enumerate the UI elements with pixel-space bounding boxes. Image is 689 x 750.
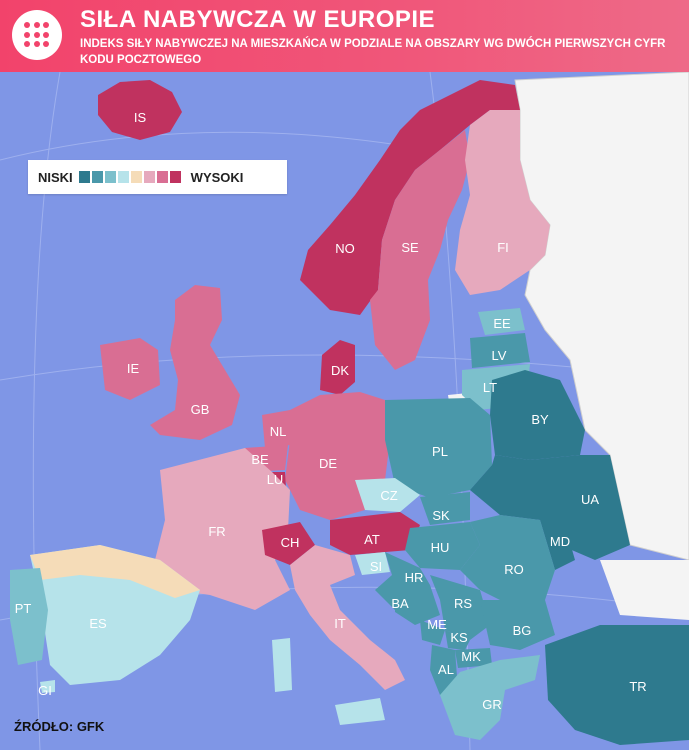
country-shape-is	[98, 80, 182, 140]
country-label-no: NO	[335, 241, 355, 256]
legend-high-label: WYSOKI	[190, 169, 244, 185]
country-shape-ba	[395, 585, 440, 625]
legend-swatch-4	[117, 171, 129, 183]
country-label-pt: PT	[15, 601, 32, 616]
country-shape-md	[540, 520, 575, 570]
country-shape-no	[300, 80, 520, 315]
country-label-nl: NL	[270, 424, 287, 439]
country-label-gi: GI	[38, 683, 52, 698]
country-label-al: AL	[438, 662, 454, 677]
source-note: ŹRÓDŁO: GFK	[14, 719, 105, 734]
country-label-ua: UA	[581, 492, 599, 507]
country-label-is: IS	[134, 110, 147, 125]
header-banner: SIŁA NABYWCZA W EUROPIE INDEKS SIŁY NABY…	[0, 0, 689, 72]
country-label-fr: FR	[208, 524, 225, 539]
country-label-at: AT	[364, 532, 380, 547]
country-shape-gb	[150, 285, 240, 440]
country-shape-bg	[480, 600, 555, 650]
country-shape-sk	[420, 492, 470, 525]
country-shape-cz	[355, 478, 420, 512]
country-shape-se	[370, 130, 470, 370]
country-label-se: SE	[401, 240, 419, 255]
caucasus-region	[600, 560, 689, 620]
country-label-dk: DK	[331, 363, 349, 378]
country-shape-fi	[455, 110, 550, 295]
country-shape-es-north	[30, 545, 200, 598]
country-shape-mk	[455, 648, 492, 668]
country-shape-ie	[100, 338, 160, 400]
country-shape-ks	[445, 630, 470, 650]
country-shape-dk	[320, 340, 355, 395]
country-label-lv: LV	[492, 348, 507, 363]
country-label-tr: TR	[629, 679, 646, 694]
country-shape-pl	[385, 398, 492, 498]
country-shape-hu	[405, 522, 480, 570]
color-legend: NISKI WYSOKI	[28, 160, 287, 194]
legend-swatch-5	[130, 171, 142, 183]
legend-swatch-1	[78, 171, 90, 183]
country-shape-gr	[440, 655, 540, 740]
country-shape-it-sicily	[335, 698, 385, 725]
country-shape-gi	[40, 680, 55, 693]
legend-swatch-8	[169, 171, 181, 183]
country-label-ro: RO	[504, 562, 524, 577]
country-label-ch: CH	[281, 535, 300, 550]
country-label-it: IT	[334, 616, 346, 631]
country-label-be: BE	[251, 452, 269, 467]
country-label-lu: LU	[267, 472, 284, 487]
country-label-lt: LT	[483, 380, 497, 395]
brand-logo-icon	[12, 10, 62, 60]
legend-swatch-3	[104, 171, 116, 183]
map-subtitle: INDEKS SIŁY NABYWCZEJ NA MIESZKAŃCA W PO…	[80, 38, 666, 66]
country-label-hr: HR	[405, 570, 424, 585]
country-shape-it-sardinia	[272, 638, 292, 692]
country-shape-me	[420, 620, 445, 645]
country-label-hu: HU	[431, 540, 450, 555]
country-label-es: ES	[89, 616, 107, 631]
country-shape-ee	[478, 308, 525, 335]
country-shape-it	[290, 545, 405, 690]
country-label-cz: CZ	[380, 488, 397, 503]
legend-swatch-6	[143, 171, 155, 183]
country-label-gb: GB	[191, 402, 210, 417]
country-label-ee: EE	[493, 316, 511, 331]
legend-swatch-2	[91, 171, 103, 183]
country-label-sk: SK	[432, 508, 450, 523]
country-label-bg: BG	[513, 623, 532, 638]
country-shape-fr	[155, 448, 290, 610]
country-label-ba: BA	[391, 596, 409, 611]
map-title: SIŁA NABYWCZA W EUROPIE	[80, 6, 436, 33]
country-shape-rs	[430, 575, 490, 640]
country-label-mk: MK	[461, 649, 481, 664]
country-shape-ro	[460, 515, 555, 605]
country-shape-ua	[470, 455, 630, 560]
country-shape-tr	[545, 625, 689, 745]
country-shape-by	[490, 370, 585, 460]
country-label-si: SI	[370, 559, 382, 574]
country-label-md: MD	[550, 534, 570, 549]
country-label-rs: RS	[454, 596, 472, 611]
country-label-gr: GR	[482, 697, 502, 712]
legend-swatch-7	[156, 171, 168, 183]
country-shape-nl	[262, 410, 290, 448]
country-label-ie: IE	[127, 361, 140, 376]
country-shape-at	[330, 512, 420, 555]
country-shape-ch	[262, 522, 315, 565]
country-label-fi: FI	[497, 240, 509, 255]
country-shape-lv	[470, 333, 530, 368]
country-shape-pt	[10, 568, 48, 665]
legend-low-label: NISKI	[38, 169, 73, 185]
country-label-me: ME	[427, 617, 447, 632]
country-label-de: DE	[319, 456, 337, 471]
country-label-by: BY	[531, 412, 549, 427]
country-shape-si	[355, 552, 390, 575]
country-shape-hr	[375, 552, 430, 610]
country-label-pl: PL	[432, 444, 448, 459]
country-label-ks: KS	[450, 630, 468, 645]
